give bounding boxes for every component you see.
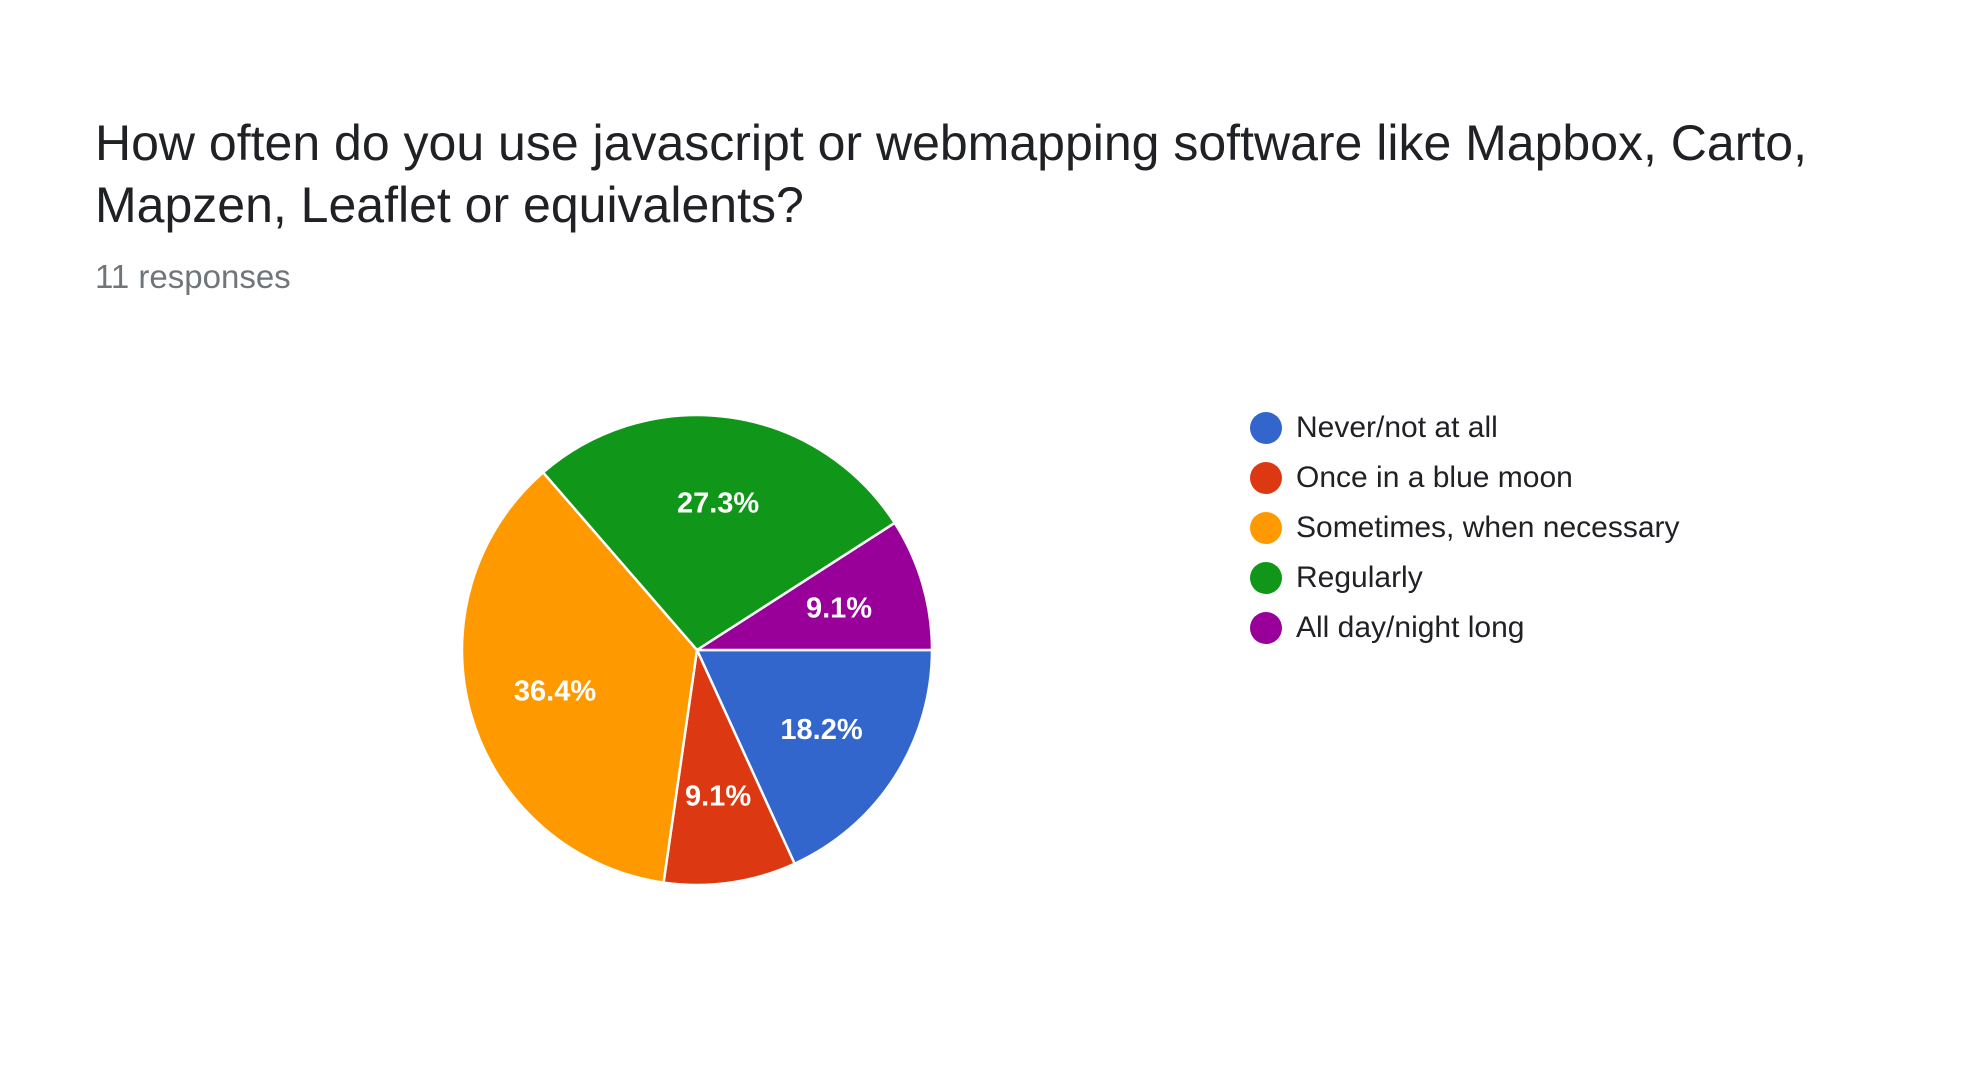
legend-swatch-icon bbox=[1250, 512, 1282, 544]
legend-item-2[interactable]: Once in a blue moon bbox=[1250, 453, 1680, 503]
pie-slice-5[interactable] bbox=[695, 521, 934, 652]
question-title: How often do you use javascript or webma… bbox=[95, 115, 1807, 233]
slice-label-4: 27.3% bbox=[677, 488, 759, 520]
pie-slice-2[interactable] bbox=[662, 648, 796, 887]
pie-slices bbox=[460, 413, 934, 887]
legend-item-3[interactable]: Sometimes, when necessary bbox=[1250, 503, 1680, 553]
legend-item-5[interactable]: All day/night long bbox=[1250, 603, 1680, 653]
legend-item-1[interactable]: Never/not at all bbox=[1250, 403, 1680, 453]
legend-label: Once in a blue moon bbox=[1296, 461, 1573, 494]
legend-swatch-icon bbox=[1250, 462, 1282, 494]
legend-swatch-icon bbox=[1250, 562, 1282, 594]
legend-label: Regularly bbox=[1296, 561, 1423, 594]
legend-label: Never/not at all bbox=[1296, 411, 1498, 444]
legend-label: Sometimes, when necessary bbox=[1296, 511, 1680, 544]
slice-label-5: 9.1% bbox=[806, 592, 872, 624]
slice-label-3: 36.4% bbox=[514, 676, 596, 708]
slice-label-2: 9.1% bbox=[685, 780, 751, 812]
slice-label-1: 18.2% bbox=[780, 714, 862, 746]
legend-swatch-icon bbox=[1250, 412, 1282, 444]
pie-slice-4[interactable] bbox=[541, 413, 896, 652]
response-count: 11 responses bbox=[95, 258, 291, 295]
pie-slice-1[interactable] bbox=[695, 648, 934, 866]
pie-labels: 18.2% 9.1% 36.4% 27.3% 9.1% bbox=[514, 488, 872, 813]
pie-slice-3[interactable] bbox=[460, 471, 699, 884]
legend-label: All day/night long bbox=[1296, 611, 1525, 644]
chart-legend: Never/not at all Once in a blue moon Somet… bbox=[1250, 403, 1680, 653]
legend-item-4[interactable]: Regularly bbox=[1250, 553, 1680, 603]
legend-swatch-icon bbox=[1250, 612, 1282, 644]
